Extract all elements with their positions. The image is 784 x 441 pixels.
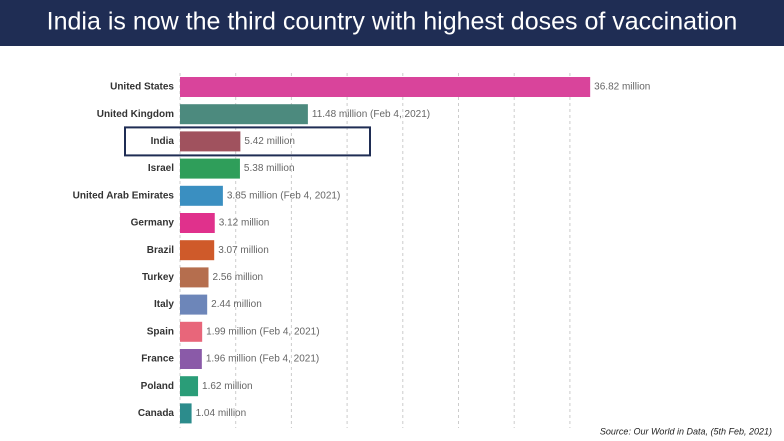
source: Source: Our World in Data, (5th Feb, 202…	[600, 426, 772, 436]
bar	[180, 213, 215, 233]
bar	[180, 104, 308, 125]
y-tick-label: Germany	[131, 218, 175, 229]
value-label: 1.62 million	[202, 381, 253, 392]
value-label: 5.38 million	[244, 163, 295, 174]
bar	[180, 294, 208, 315]
y-tick-label: France	[141, 354, 174, 365]
value-label: 36.82 million	[594, 82, 650, 93]
value-label: 1.99 million (Feb 4, 2021)	[206, 326, 319, 337]
y-tick-label: Italy	[154, 299, 174, 310]
bar	[180, 403, 192, 424]
y-tick-label: United States	[110, 82, 174, 93]
y-tick-label: Israel	[148, 163, 174, 174]
bar	[180, 77, 591, 97]
bar	[180, 376, 199, 397]
bar	[180, 158, 240, 179]
bar	[180, 185, 223, 206]
y-tick-label: Canada	[138, 408, 175, 419]
value-label: 3.85 million (Feb 4, 2021)	[227, 190, 340, 201]
value-label: 2.44 million	[211, 299, 262, 310]
highlight-box	[124, 126, 371, 157]
y-tick-label: United Arab Emirates	[73, 190, 175, 201]
value-label: 2.56 million	[213, 272, 264, 283]
value-label: 1.04 million	[196, 408, 247, 419]
value-label: 11.48 million (Feb 4, 2021)	[312, 109, 430, 120]
y-tick-label: Poland	[141, 381, 174, 392]
y-tick-label: India	[151, 136, 175, 147]
bar	[180, 240, 215, 261]
value-label: 3.07 million	[218, 245, 269, 256]
title-banner	[0, 0, 784, 46]
y-tick-label: Spain	[147, 326, 174, 337]
bar	[180, 349, 202, 369]
bar	[180, 321, 203, 342]
y-tick-label: Turkey	[142, 272, 174, 283]
y-tick-label: Brazil	[147, 245, 174, 256]
bar	[180, 131, 241, 152]
bar	[180, 267, 209, 288]
value-label: 3.12 million	[219, 218, 270, 229]
chart-title: India is now the third country with high…	[47, 8, 738, 36]
value-label: 1.96 million (Feb 4, 2021)	[206, 354, 319, 365]
y-tick-label: United Kingdom	[97, 109, 174, 120]
value-label: 5.42 million	[244, 136, 295, 147]
